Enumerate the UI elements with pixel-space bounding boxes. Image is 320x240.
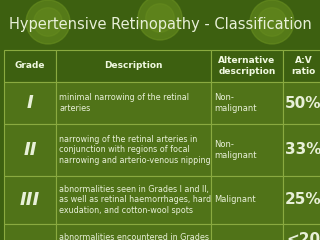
Circle shape	[34, 8, 62, 36]
Bar	[4, 82, 56, 124]
Text: <20
%: <20 %	[286, 232, 320, 240]
Text: A:V
ratio: A:V ratio	[292, 56, 316, 76]
Text: Grade: Grade	[15, 61, 45, 71]
Circle shape	[258, 8, 286, 36]
Text: Alternative
description: Alternative description	[218, 56, 276, 76]
Circle shape	[138, 0, 182, 40]
Bar	[211, 50, 283, 82]
Bar	[4, 176, 56, 224]
Text: Malignant: Malignant	[214, 196, 256, 204]
Bar	[211, 176, 283, 224]
Text: abnormalities seen in Grades I and II,
as well as retinal haemorrhages, hard
exu: abnormalities seen in Grades I and II, a…	[59, 185, 211, 215]
Circle shape	[26, 0, 70, 44]
Bar	[4, 50, 56, 82]
Text: IV: IV	[20, 239, 40, 240]
Text: III: III	[20, 191, 40, 209]
Bar	[56, 176, 211, 224]
Bar	[56, 124, 211, 176]
Text: Non-
malignant: Non- malignant	[214, 93, 257, 113]
Bar	[283, 124, 320, 176]
Bar	[283, 176, 320, 224]
Bar	[283, 82, 320, 124]
Text: 25%: 25%	[285, 192, 320, 208]
Text: minimal narrowing of the retinal
arteries: minimal narrowing of the retinal arterie…	[59, 93, 189, 113]
Text: I: I	[27, 94, 33, 112]
Text: Description: Description	[104, 61, 163, 71]
Bar	[283, 50, 320, 82]
Circle shape	[250, 0, 294, 44]
Bar	[211, 224, 283, 240]
Bar	[56, 50, 211, 82]
Text: II: II	[23, 141, 37, 159]
Bar	[4, 224, 56, 240]
Bar	[4, 124, 56, 176]
Bar	[211, 82, 283, 124]
Text: abnormalities encountered in Grades
I through III, as well as swelling of the
op: abnormalities encountered in Grades I th…	[59, 233, 210, 240]
Bar	[56, 224, 211, 240]
Text: 50%: 50%	[285, 96, 320, 110]
Circle shape	[146, 4, 174, 32]
Bar	[56, 82, 211, 124]
Text: Hypertensive Retinopathy - Classification: Hypertensive Retinopathy - Classificatio…	[9, 17, 311, 31]
Bar	[211, 124, 283, 176]
Text: narrowing of the retinal arteries in
conjunction with regions of focal
narrowing: narrowing of the retinal arteries in con…	[59, 135, 211, 165]
Text: Non-
malignant: Non- malignant	[214, 140, 257, 160]
Text: 33%: 33%	[285, 143, 320, 157]
Bar	[283, 224, 320, 240]
